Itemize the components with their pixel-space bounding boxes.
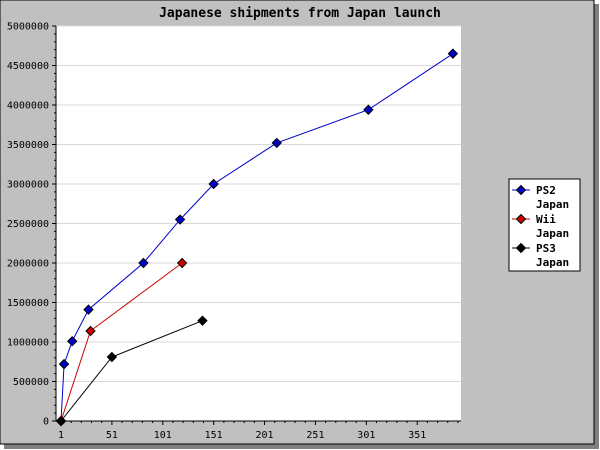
x-tick-label: 51 (106, 430, 118, 441)
data-point (176, 257, 188, 269)
chart-title: Japanese shipments from Japan launch (159, 6, 441, 21)
y-tick-label: 0 (43, 417, 49, 428)
legend-label: PS3 Japan (536, 242, 569, 269)
series-layer (55, 48, 459, 427)
y-tick-label: 4000000 (7, 101, 49, 112)
y-tick-label: 3500000 (7, 140, 49, 151)
data-point (55, 415, 67, 427)
x-tick-label: 151 (205, 430, 223, 441)
y-tick-label: 5000000 (7, 22, 49, 33)
legend-marker (515, 242, 527, 254)
x-tick-label: 351 (408, 430, 426, 441)
y-tick-label: 2500000 (7, 219, 49, 230)
y-tick-label: 1000000 (7, 338, 49, 349)
y-tick-label: 3000000 (7, 180, 49, 191)
y-tick-label: 1500000 (7, 298, 49, 309)
legend-marker (515, 184, 527, 196)
x-tick-label: 101 (154, 430, 172, 441)
data-point (447, 48, 459, 59)
y-tick-label: 500000 (13, 377, 49, 388)
data-point (58, 358, 70, 370)
data-point (363, 104, 374, 115)
y-tick-label: 2000000 (7, 259, 49, 270)
grid-layer (56, 25, 461, 382)
data-point (66, 336, 78, 347)
data-point (138, 257, 149, 269)
x-tick-label: 251 (306, 430, 324, 441)
axis-layer: 0 500000 1000000 1500000 2000000 2500000 30000… (7, 22, 461, 441)
data-point (197, 315, 208, 326)
legend-label: PS2 Japan (536, 184, 569, 211)
data-point (85, 325, 96, 337)
series-line-1 (60, 53, 454, 422)
legend-marker (515, 213, 527, 225)
y-tick-label: 4500000 (7, 61, 49, 72)
x-tick-label: 1 (58, 430, 64, 441)
x-tick-label: 201 (256, 430, 274, 441)
data-point (208, 178, 219, 190)
legend-label: Wii Japan (536, 213, 569, 240)
data-point (174, 214, 186, 225)
x-tick-label: 301 (357, 430, 375, 441)
data-point (83, 304, 94, 315)
data-point (106, 351, 118, 363)
data-point (271, 137, 282, 149)
